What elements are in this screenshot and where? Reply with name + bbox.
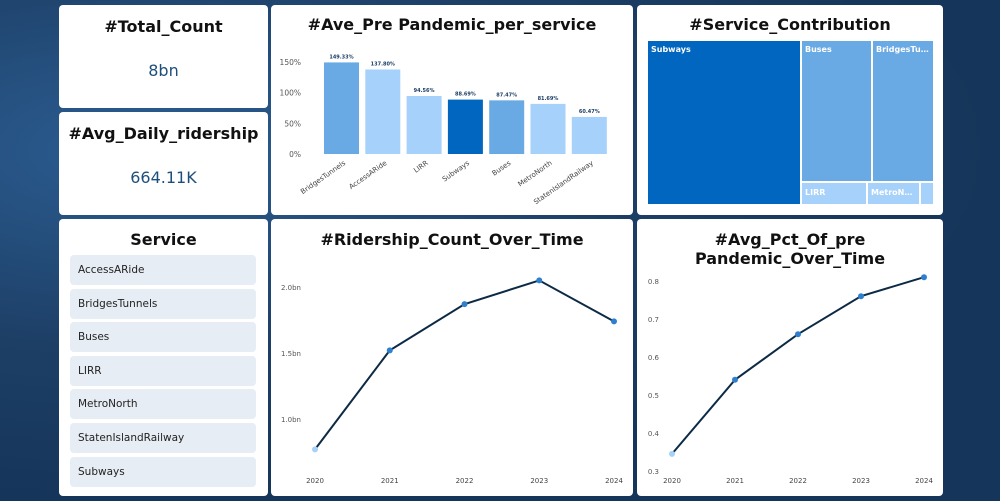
ridership-line-chart: 1.0bn 1.5bn 2.0bn 2020 2021 2022 2023 2024 <box>281 277 623 485</box>
pct-line-chart: 0.3 0.4 0.5 0.6 0.7 0.8 2020 2021 2022 2023 2024 <box>648 274 933 485</box>
x-tick-label: 2024 <box>915 477 933 485</box>
slicer-item[interactable]: StatenIslandRailway <box>70 423 256 453</box>
ridership-line-panel: #Ridership_Count_Over_Time 1.0bn 1.5bn 2.0… <box>271 219 633 496</box>
y-tick-label: 50% <box>284 119 301 128</box>
avg-daily-value: 664.11K <box>130 168 197 187</box>
total-count-card: #Total_Count 8bn <box>59 5 268 108</box>
treemap-tile[interactable]: LIRR <box>802 183 866 204</box>
avg-daily-card: #Avg_Daily_ridership 664.11K <box>59 112 268 215</box>
data-point <box>795 331 801 338</box>
x-tick-label: 2022 <box>789 477 807 485</box>
bar <box>324 62 359 154</box>
x-tick-label: 2020 <box>306 477 324 485</box>
bar-data-label: 87.47% <box>496 92 517 98</box>
y-tick-label: 0.7 <box>648 316 659 324</box>
x-tick-label: Buses <box>491 159 513 178</box>
bar <box>489 100 525 154</box>
series-line <box>671 276 925 455</box>
slicer-item[interactable]: MetroNorth <box>70 389 256 420</box>
slicer-item[interactable]: AccessARide <box>70 255 256 285</box>
y-tick-label: 0.8 <box>648 278 659 286</box>
bar <box>447 99 483 154</box>
y-tick-label: 0.6 <box>648 354 660 362</box>
bar <box>365 69 401 154</box>
y-tick-label: 0.4 <box>648 430 660 438</box>
total-count-title: #Total_Count <box>104 17 223 36</box>
treemap-title: #Service_Contribution <box>689 15 891 34</box>
treemap-tile[interactable]: Subways <box>648 41 800 204</box>
x-tick-label: 2022 <box>456 477 474 485</box>
bar <box>571 116 607 154</box>
bar-data-label: 149.33% <box>329 54 353 60</box>
data-point <box>461 301 468 308</box>
y-tick-label: 0% <box>289 150 301 159</box>
slicer-item[interactable]: Buses <box>70 322 256 353</box>
bar-data-label: 60.47% <box>579 109 600 115</box>
data-point <box>669 450 675 457</box>
x-tick-label: LIRR <box>412 159 430 175</box>
slicer-item[interactable]: Subways <box>70 456 256 487</box>
bar-data-label: 81.69% <box>538 96 559 102</box>
x-tick-label: AccessARide <box>348 159 389 191</box>
data-point <box>312 446 318 453</box>
pct-line-panel: #Avg_Pct_Of_pre Pandemic_Over_Time 0.3 0.… <box>637 219 943 496</box>
x-tick-label: 2023 <box>530 477 548 485</box>
y-tick-label: 1.0bn <box>281 416 301 424</box>
x-tick-label: 2021 <box>381 477 399 485</box>
data-point <box>386 347 393 354</box>
x-tick-label: 2024 <box>605 477 623 485</box>
ridership-title: #Ridership_Count_Over_Time <box>320 230 584 249</box>
bar-chart-panel: #Ave_Pre Pandemic_per_service 0% 50% 100% 1… <box>271 5 633 215</box>
bar-data-label: 94.56% <box>414 88 435 94</box>
data-point <box>732 376 738 383</box>
treemap-tile[interactable]: Buses <box>802 41 871 181</box>
treemap-panel: #Service_Contribution Subways Buses Bridge… <box>637 5 943 215</box>
slicer-title: Service <box>130 230 197 249</box>
bar-chart: 0% 50% 100% 150% 149.33% BridgesTunnels 137.80… <box>280 54 607 206</box>
service-slicer: Service AccessARide BridgesTunnels Buses LI… <box>59 219 268 496</box>
x-tick-label: MetroNorth <box>517 159 554 188</box>
x-tick-label: 2020 <box>663 477 681 485</box>
data-point <box>858 293 864 300</box>
slicer-item[interactable]: LIRR <box>70 355 256 386</box>
y-tick-label: 0.3 <box>648 468 659 476</box>
y-tick-label: 100% <box>280 89 301 98</box>
data-point <box>611 318 617 325</box>
treemap-tile[interactable]: MetroNorth <box>868 183 919 204</box>
data-point <box>921 274 927 281</box>
x-tick-label: 2021 <box>726 477 744 485</box>
y-tick-label: 2.0bn <box>281 284 301 292</box>
x-tick-label: Subways <box>441 159 471 184</box>
treemap-tile[interactable] <box>921 183 933 204</box>
bar <box>530 103 566 154</box>
y-tick-label: 1.5bn <box>281 350 301 358</box>
data-point <box>536 277 543 284</box>
y-tick-label: 150% <box>280 58 301 67</box>
treemap-tile[interactable]: BridgesTunnels <box>873 41 933 181</box>
x-tick-label: 2023 <box>852 477 870 485</box>
x-tick-label: BridgesTunnels <box>299 159 347 196</box>
slicer-item[interactable]: BridgesTunnels <box>70 288 256 319</box>
avg-daily-title: #Avg_Daily_ridership <box>68 124 259 143</box>
bar <box>406 96 442 154</box>
y-tick-label: 0.5 <box>648 392 659 400</box>
bar-chart-title: #Ave_Pre Pandemic_per_service <box>307 15 597 34</box>
bar-data-label: 88.69% <box>455 92 476 98</box>
pct-title: #Avg_Pct_Of_pre Pandemic_Over_Time <box>694 230 886 268</box>
bar-data-label: 137.80% <box>371 61 395 67</box>
total-count-value: 8bn <box>148 61 179 80</box>
